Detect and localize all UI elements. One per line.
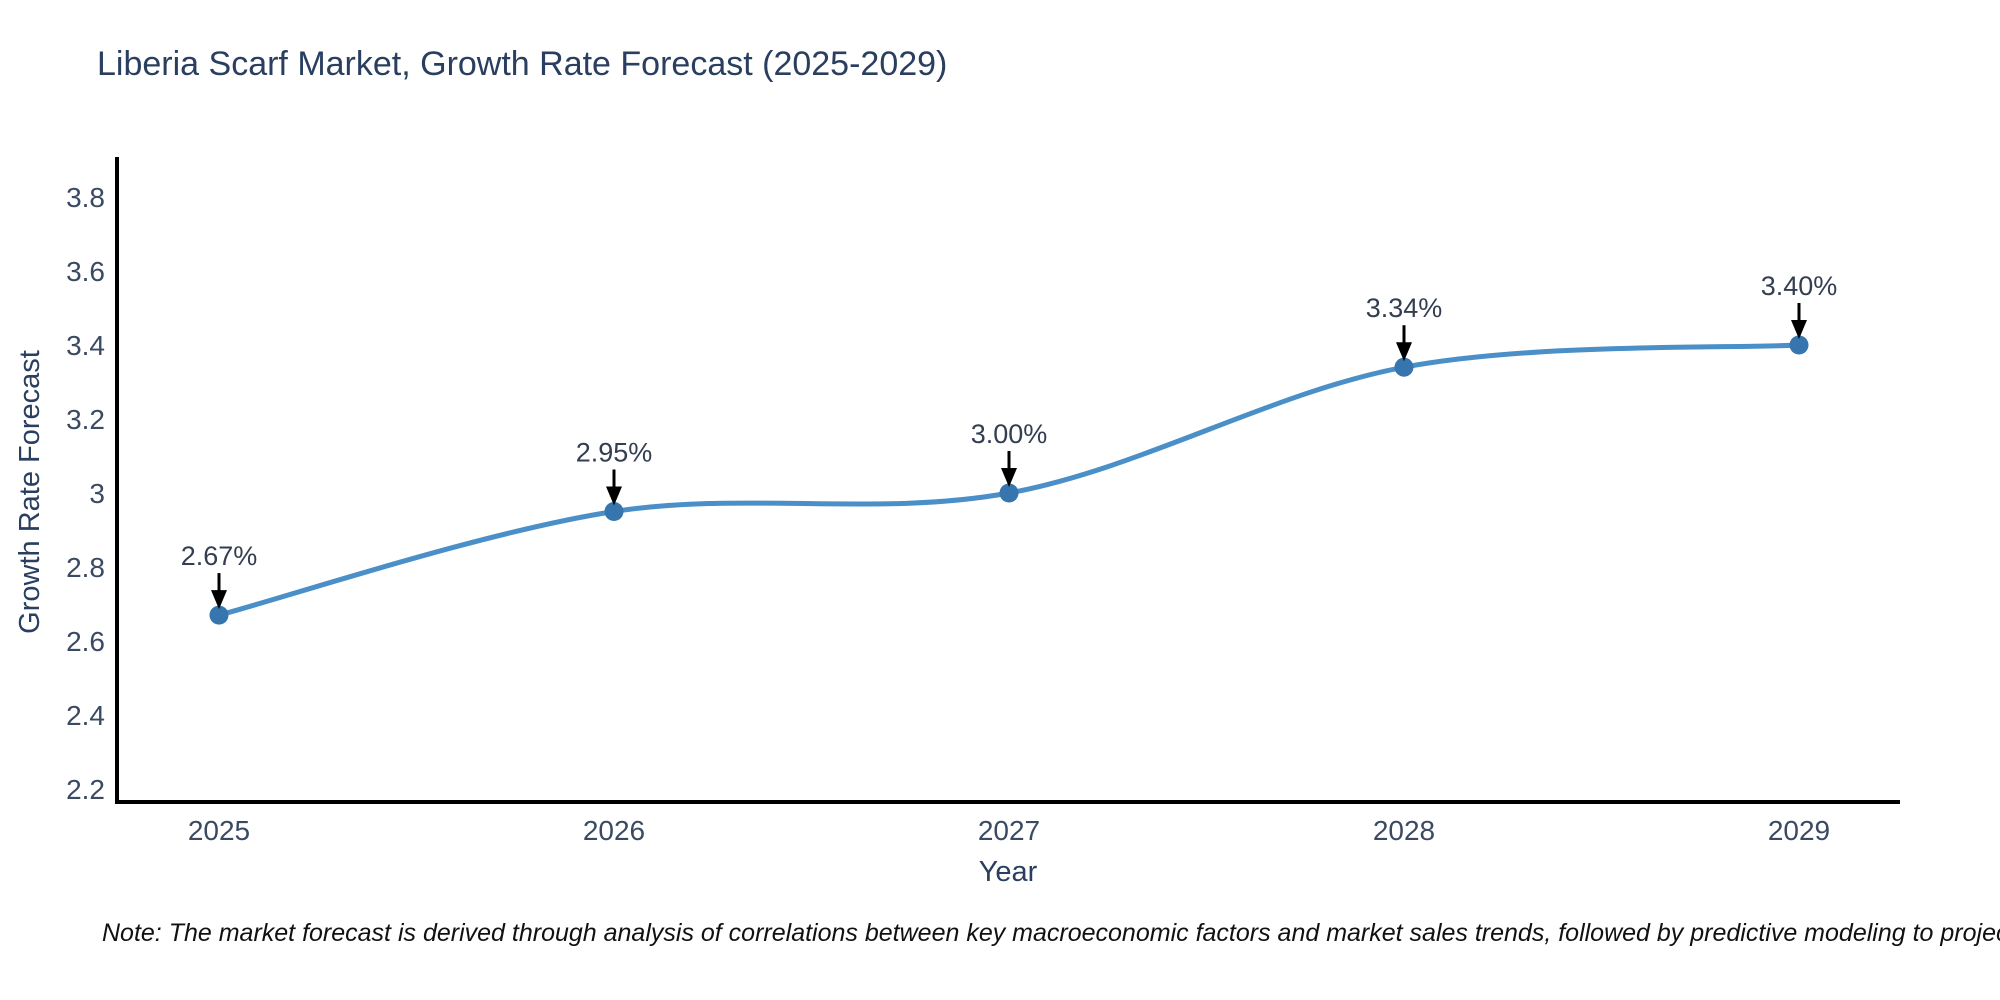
annotation-arrow-head: [1791, 320, 1807, 339]
data-point-marker: [1789, 335, 1809, 355]
data-point-marker: [999, 483, 1019, 503]
x-tick-label: 2025: [188, 815, 250, 846]
annotation-label: 2.67%: [181, 541, 258, 571]
annotation-arrow-head: [1001, 468, 1017, 487]
y-tick-label: 3.4: [66, 330, 105, 361]
axis-lines: [115, 157, 1900, 804]
footnote: Note: The market forecast is derived thr…: [102, 919, 2000, 947]
chart-title: Liberia Scarf Market, Growth Rate Foreca…: [97, 45, 948, 83]
x-tick-label: 2027: [978, 815, 1040, 846]
data-point-marker: [209, 605, 229, 625]
y-tick-label: 2.6: [66, 626, 105, 657]
y-tick-label: 3: [89, 478, 105, 509]
annotation-arrow-head: [606, 486, 622, 506]
data-point-marker: [1394, 357, 1414, 377]
x-tick-label: 2026: [583, 815, 645, 846]
y-tick-label: 3.8: [66, 182, 105, 213]
y-tick-label: 2.8: [66, 552, 105, 583]
x-tick-label: 2028: [1373, 815, 1435, 846]
annotation-label: 3.34%: [1366, 293, 1443, 323]
annotation-label: 3.00%: [971, 419, 1048, 449]
x-tick-label: 2029: [1768, 815, 1830, 846]
x-axis-title: Year: [978, 856, 1038, 888]
annotation-label: 3.40%: [1761, 271, 1838, 301]
data-point-marker: [604, 502, 624, 521]
y-tick-label: 3.6: [66, 256, 105, 287]
annotation-arrow-head: [211, 590, 227, 610]
y-tick-label: 2.2: [66, 774, 105, 805]
annotation-label: 2.95%: [576, 438, 653, 468]
y-tick-label: 3.2: [66, 404, 105, 435]
annotation-arrow-head: [1396, 342, 1412, 362]
y-tick-label: 2.4: [66, 700, 105, 731]
